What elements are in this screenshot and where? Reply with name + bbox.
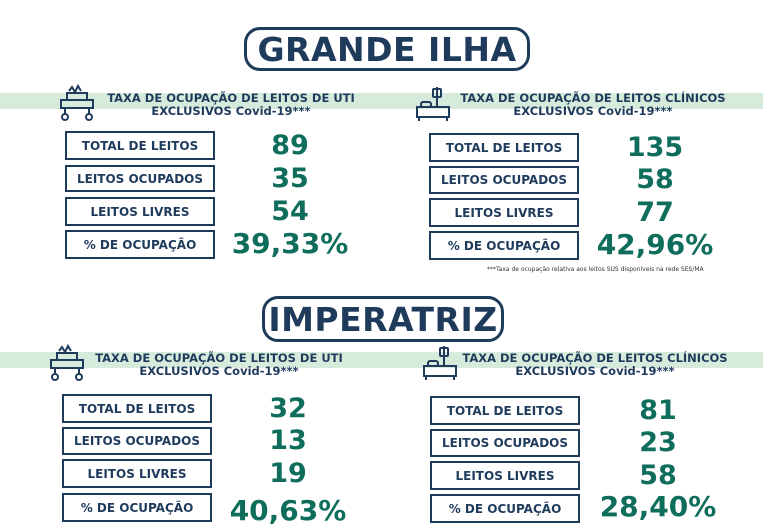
value-leitos-ocupados: 35 bbox=[271, 163, 309, 194]
clinicos-header-line1: TAXA DE OCUPAÇÃO DE LEITOS CLÍNICOS bbox=[460, 91, 726, 105]
label-leitos-ocupados: LEITOS OCUPADOS bbox=[429, 166, 579, 194]
value-ocupacao: 39,33% bbox=[231, 227, 349, 260]
value-ocupacao: 40,63% bbox=[229, 494, 347, 527]
header-band bbox=[0, 93, 763, 109]
label-leitos-ocupados: LEITOS OCUPADOS bbox=[62, 427, 212, 455]
clinicos-header: TAXA DE OCUPAÇÃO DE LEITOS CLÍNICOS EXCL… bbox=[450, 352, 740, 378]
value-total-leitos: 32 bbox=[269, 393, 307, 424]
hospital-bed-icon bbox=[423, 346, 457, 380]
uti-header-line1: TAXA DE OCUPAÇÃO DE LEITOS DE UTI bbox=[107, 91, 355, 105]
value-total-leitos: 89 bbox=[271, 130, 309, 161]
icu-bed-icon bbox=[60, 83, 94, 121]
clinicos-header-line2: EXCLUSIVOS Covid-19*** bbox=[513, 104, 673, 118]
uti-header: TAXA DE OCUPAÇÃO DE LEITOS DE UTI EXCLUS… bbox=[96, 92, 366, 118]
label-total-leitos: TOTAL DE LEITOS bbox=[430, 396, 580, 425]
icu-bed-icon bbox=[50, 343, 84, 381]
label-total-leitos: TOTAL DE LEITOS bbox=[65, 131, 215, 160]
label-leitos-livres: LEITOS LIVRES bbox=[430, 461, 580, 490]
footnote: ***Taxa de ocupação relativa aos leitos … bbox=[487, 266, 704, 273]
value-leitos-ocupados: 58 bbox=[636, 164, 674, 195]
value-total-leitos: 81 bbox=[639, 395, 677, 426]
value-leitos-livres: 77 bbox=[636, 197, 674, 228]
clinicos-header: TAXA DE OCUPAÇÃO DE LEITOS CLÍNICOS EXCL… bbox=[448, 92, 738, 118]
value-leitos-ocupados: 13 bbox=[269, 425, 307, 456]
uti-header-line2: EXCLUSIVOS Covid-19*** bbox=[139, 364, 299, 378]
label-leitos-ocupados: LEITOS OCUPADOS bbox=[430, 429, 580, 457]
clinicos-header-line1: TAXA DE OCUPAÇÃO DE LEITOS CLÍNICOS bbox=[462, 351, 728, 365]
header-band bbox=[0, 352, 763, 368]
value-leitos-livres: 19 bbox=[269, 458, 307, 489]
label-leitos-livres: LEITOS LIVRES bbox=[429, 198, 579, 227]
value-leitos-livres: 58 bbox=[639, 460, 677, 491]
label-ocupacao: % DE OCUPAÇÃO bbox=[429, 231, 579, 260]
label-ocupacao: % DE OCUPAÇÃO bbox=[430, 494, 580, 523]
uti-header-line2: EXCLUSIVOS Covid-19*** bbox=[151, 104, 311, 118]
region-title-imperatriz: IMPERATRIZ bbox=[262, 296, 504, 342]
label-leitos-livres: LEITOS LIVRES bbox=[62, 459, 212, 488]
value-leitos-ocupados: 23 bbox=[639, 427, 677, 458]
value-ocupacao: 28,40% bbox=[599, 490, 717, 523]
label-leitos-livres: LEITOS LIVRES bbox=[65, 197, 215, 226]
value-ocupacao: 42,96% bbox=[596, 228, 714, 261]
region-title-grande-ilha: GRANDE ILHA bbox=[244, 27, 530, 71]
label-total-leitos: TOTAL DE LEITOS bbox=[429, 133, 579, 162]
label-leitos-ocupados: LEITOS OCUPADOS bbox=[65, 165, 215, 192]
clinicos-header-line2: EXCLUSIVOS Covid-19*** bbox=[515, 364, 675, 378]
hospital-bed-icon bbox=[416, 87, 450, 121]
value-total-leitos: 135 bbox=[626, 132, 684, 163]
label-ocupacao: % DE OCUPAÇÃO bbox=[62, 493, 212, 522]
uti-header: TAXA DE OCUPAÇÃO DE LEITOS DE UTI EXCLUS… bbox=[84, 352, 354, 378]
label-ocupacao: % DE OCUPAÇÃO bbox=[65, 230, 215, 259]
label-total-leitos: TOTAL DE LEITOS bbox=[62, 394, 212, 423]
uti-header-line1: TAXA DE OCUPAÇÃO DE LEITOS DE UTI bbox=[95, 351, 343, 365]
value-leitos-livres: 54 bbox=[271, 196, 309, 227]
